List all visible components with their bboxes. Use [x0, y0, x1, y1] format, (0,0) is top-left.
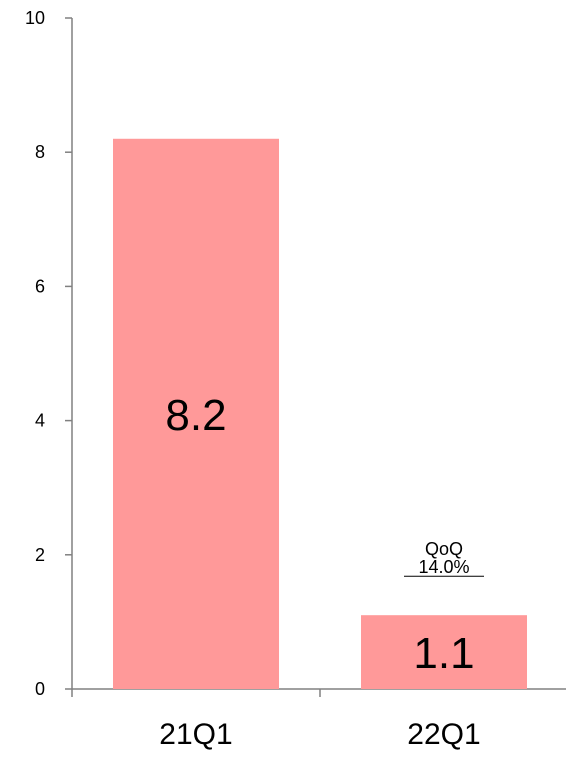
- y-tick-label: 6: [35, 276, 45, 296]
- y-tick-label: 0: [35, 679, 45, 699]
- bar-22q1: [361, 615, 527, 689]
- data-labels: 8.2 1.1: [165, 391, 474, 678]
- bar-value-label: 8.2: [165, 391, 226, 440]
- y-tick-label: 10: [25, 8, 45, 28]
- qoq-label: QoQ: [425, 539, 463, 559]
- x-category-label: 21Q1: [159, 718, 232, 751]
- bar-21q1: [113, 138, 279, 689]
- qoq-value: 14.0%: [418, 557, 469, 577]
- y-tick-label: 8: [35, 142, 45, 162]
- y-tick-label: 4: [35, 411, 45, 431]
- bars: [113, 138, 527, 689]
- y-axis: 0 2 4 6 8 10: [25, 8, 73, 699]
- y-tick-label: 2: [35, 545, 45, 565]
- x-category-label: 22Q1: [407, 718, 480, 751]
- bar-value-label: 1.1: [413, 629, 474, 678]
- qoq-annotation: QoQ 14.0%: [404, 539, 484, 577]
- x-axis: 21Q1 22Q1: [71, 688, 566, 751]
